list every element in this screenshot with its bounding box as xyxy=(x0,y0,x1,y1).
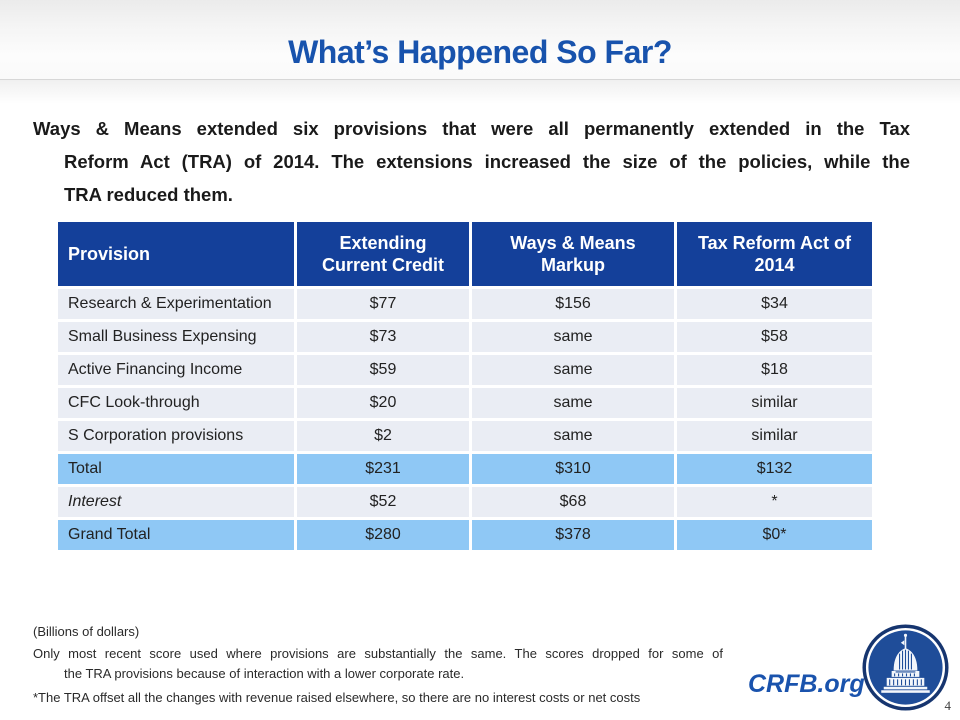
row-value: same xyxy=(472,421,674,451)
row-value: $58 xyxy=(677,322,872,352)
row-label: Research & Experimentation xyxy=(58,289,294,319)
row-value: same xyxy=(472,322,674,352)
row-value: $68 xyxy=(472,487,674,517)
page-title: What’s Happened So Far? xyxy=(288,34,672,70)
row-value: $231 xyxy=(297,454,469,484)
column-header-ways-means-markup: Ways & Means Markup xyxy=(472,222,674,286)
row-label: Total xyxy=(58,454,294,484)
row-label: Interest xyxy=(58,487,294,517)
row-label: S Corporation provisions xyxy=(58,421,294,451)
row-value: $2 xyxy=(297,421,469,451)
intro-line-2: Reform Act (TRA) of 2014. The extensions… xyxy=(64,151,910,172)
column-header-extending-current-credit: Extending Current Credit xyxy=(297,222,469,286)
row-value: same xyxy=(472,388,674,418)
title-band xyxy=(0,0,960,80)
row-value: * xyxy=(677,487,872,517)
footnotes: (Billions of dollars) Only most recent s… xyxy=(33,622,723,708)
row-value: similar xyxy=(677,388,872,418)
row-value: $132 xyxy=(677,454,872,484)
footnote-units: (Billions of dollars) xyxy=(33,624,140,639)
row-value: $378 xyxy=(472,520,674,550)
crfb-org-label: CRFB.org xyxy=(748,670,865,698)
row-value: $310 xyxy=(472,454,674,484)
row-value: $77 xyxy=(297,289,469,319)
row-value: $18 xyxy=(677,355,872,385)
row-label: Small Business Expensing xyxy=(58,322,294,352)
column-header-provision: Provision xyxy=(58,222,294,286)
row-value: $73 xyxy=(297,322,469,352)
row-value: $0* xyxy=(677,520,872,550)
row-value: $20 xyxy=(297,388,469,418)
row-label: CFC Look-through xyxy=(58,388,294,418)
footnote-scoring-line-2: the TRA provisions because of interactio… xyxy=(64,666,465,681)
intro-line-3: TRA reduced them. xyxy=(64,184,233,205)
footnote-scoring-line-1: Only most recent score used where provis… xyxy=(33,646,723,661)
footnote-asterisk: *The TRA offset all the changes with rev… xyxy=(33,690,641,705)
row-value: $280 xyxy=(297,520,469,550)
title-band-shadow xyxy=(0,80,960,104)
capitol-logo-icon xyxy=(862,624,949,711)
row-value: similar xyxy=(677,421,872,451)
row-value: $52 xyxy=(297,487,469,517)
intro-paragraph: Ways & Means extended six provisions tha… xyxy=(33,112,910,211)
provisions-table: Provision Extending Current Credit Ways … xyxy=(58,222,872,550)
page-number: 4 xyxy=(944,698,952,713)
intro-line-1: Ways & Means extended six provisions tha… xyxy=(33,118,910,139)
row-value: $156 xyxy=(472,289,674,319)
row-label: Grand Total xyxy=(58,520,294,550)
row-label: Active Financing Income xyxy=(58,355,294,385)
row-value: $59 xyxy=(297,355,469,385)
row-value: same xyxy=(472,355,674,385)
row-value: $34 xyxy=(677,289,872,319)
column-header-tax-reform-act: Tax Reform Act of 2014 xyxy=(677,222,872,286)
